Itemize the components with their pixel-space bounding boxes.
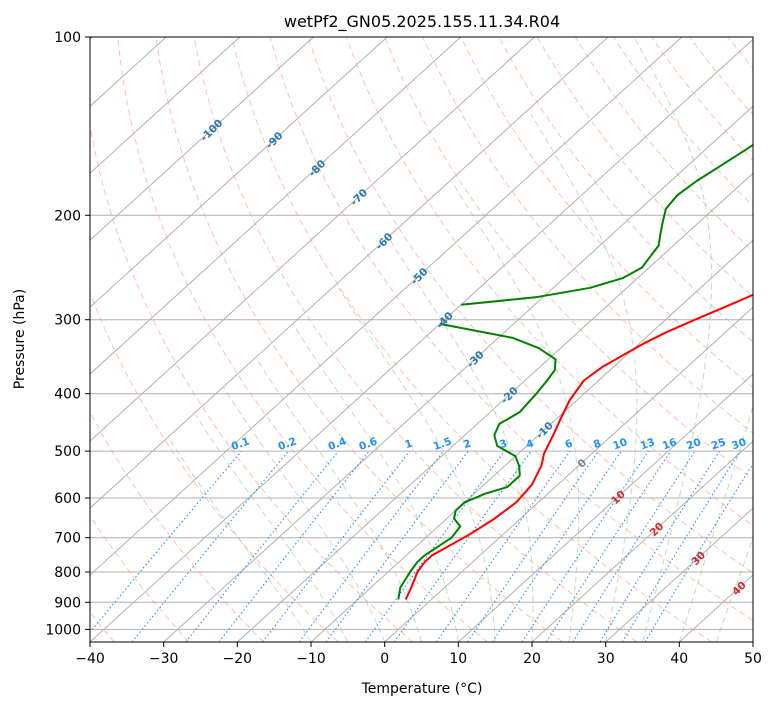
y-axis-title: Pressure (hPa): [12, 289, 28, 389]
x-axis-title: Temperature (°C): [361, 681, 483, 697]
y-tick-label: 300: [54, 313, 81, 329]
y-tick-label: 900: [54, 595, 81, 611]
y-tick-label: 1000: [45, 622, 81, 638]
x-tick-label: 10: [449, 651, 467, 667]
x-tick-label: 30: [597, 651, 615, 667]
x-tick-label: 20: [523, 651, 541, 667]
x-tick-label: −20: [223, 651, 253, 667]
y-tick-label: 600: [54, 491, 81, 507]
y-tick-label: 500: [54, 444, 81, 460]
x-tick-label: −40: [75, 651, 105, 667]
y-tick-label: 100: [54, 30, 81, 46]
x-tick-label: 50: [744, 651, 762, 667]
y-tick-label: 800: [54, 565, 81, 581]
y-tick-label: 200: [54, 208, 81, 224]
x-tick-label: 40: [670, 651, 688, 667]
x-tick-label: −30: [149, 651, 179, 667]
x-tick-label: −10: [296, 651, 326, 667]
y-tick-label: 400: [54, 387, 81, 403]
y-tick-label: 700: [54, 531, 81, 547]
chart-title: wetPf2_GN05.2025.155.11.34.R04: [284, 12, 560, 32]
x-tick-label: 0: [380, 651, 389, 667]
